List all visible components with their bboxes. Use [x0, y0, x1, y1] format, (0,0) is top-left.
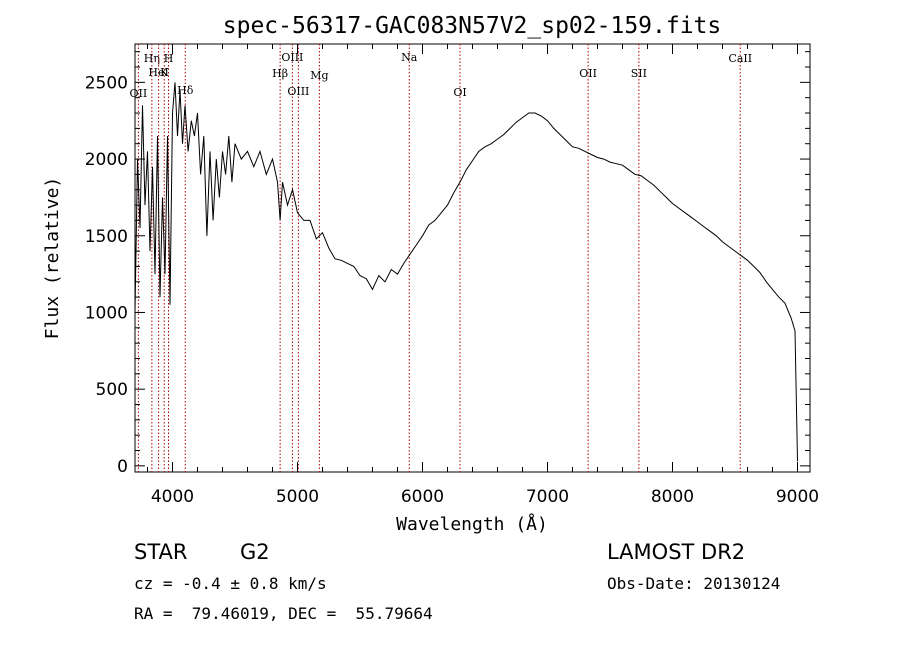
y-tick-label: 2500	[85, 73, 128, 93]
redshift-value: cz = -0.4 ± 0.8 km/s	[134, 574, 327, 593]
survey-name: LAMOST DR2	[607, 540, 746, 564]
spectral-line-label: Hβ	[272, 67, 288, 80]
y-tick-label: 0	[117, 457, 128, 477]
spectral-line-label: H	[164, 52, 174, 65]
spectral-line-label: CaII	[728, 52, 752, 65]
x-tick-label: 5000	[276, 487, 319, 507]
x-tick-label: 6000	[401, 487, 444, 507]
spectral-line-label: OII	[579, 67, 597, 80]
x-tick-label: 4000	[151, 487, 194, 507]
x-tick-label: 9000	[776, 487, 819, 507]
coordinates: RA = 79.46019, DEC = 55.79664	[134, 604, 433, 623]
object-type: STAR	[134, 540, 188, 564]
y-tick-label: 1000	[85, 303, 128, 323]
spectral-line-label: OIII	[287, 85, 309, 98]
x-tick-label: 7000	[526, 487, 569, 507]
spectral-line-label: OI	[453, 86, 466, 99]
spectral-line-label: Hη	[144, 52, 160, 65]
spectral-subclass: G2	[240, 540, 270, 564]
spectrum-series-line	[134, 82, 798, 462]
spectral-line-label: K	[160, 66, 169, 79]
y-tick-label: 500	[96, 380, 128, 400]
chart-title: spec-56317-GAC083N57V2_sp02-159.fits	[223, 13, 722, 39]
x-tick-label: 8000	[651, 487, 694, 507]
y-tick-label: 1500	[85, 227, 128, 247]
spectral-line-label: SII	[631, 67, 647, 80]
y-axis: 0 500 1000 1500 2000 2500	[85, 51, 810, 477]
x-axis: 4000 5000 6000 7000 8000 9000	[147, 44, 819, 507]
y-axis-label: Flux (relative)	[42, 177, 63, 340]
spectral-line-label: OIII	[281, 51, 303, 64]
y-tick-label: 2000	[85, 150, 128, 170]
spectral-line-label: Na	[401, 51, 418, 64]
plot-frame	[134, 43, 811, 473]
spectral-line-label: Hδ	[177, 84, 194, 97]
spectral-line-label: OII	[130, 87, 148, 100]
observation-date: Obs-Date: 20130124	[607, 574, 781, 593]
x-axis-label: Wavelength (Å)	[396, 513, 548, 535]
spectral-line-label: Mg	[310, 69, 328, 82]
spectral-line-label: HeI	[148, 66, 168, 79]
